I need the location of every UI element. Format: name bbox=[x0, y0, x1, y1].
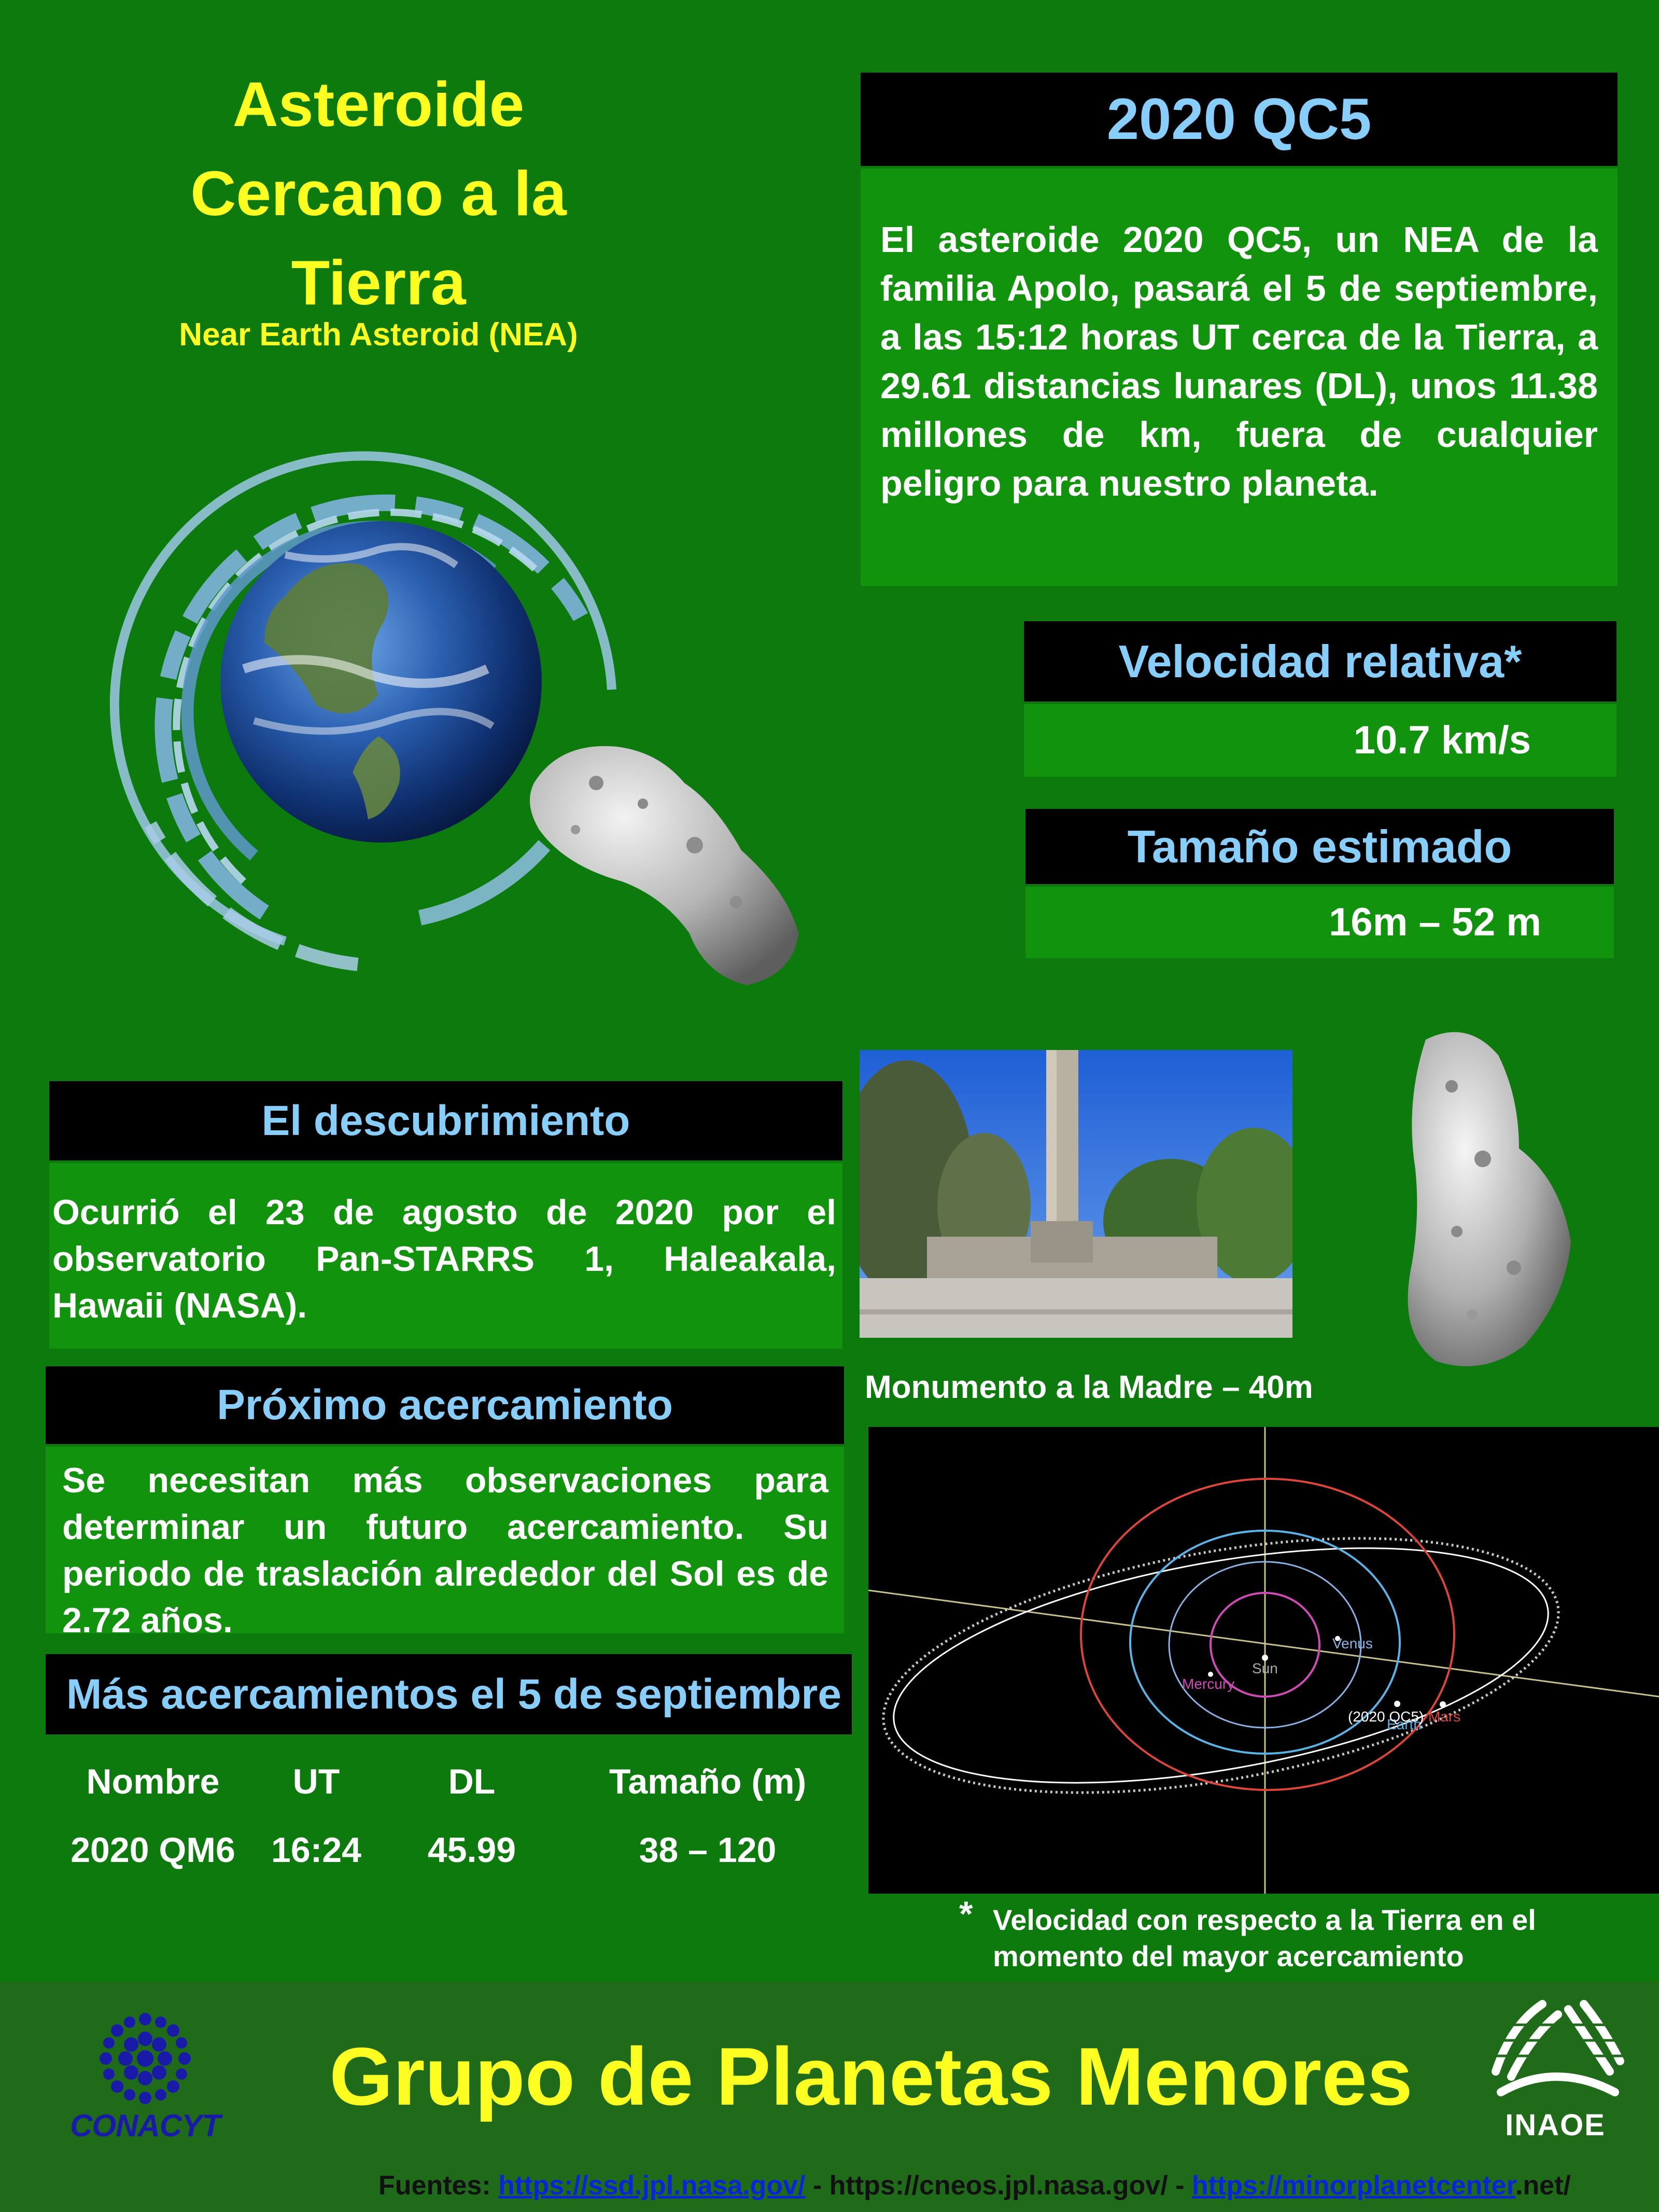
poster-subtitle: Near Earth Asteroid (NEA) bbox=[179, 317, 578, 353]
title-line-1: Asteroide bbox=[232, 69, 525, 139]
cell-ut: 16:24 bbox=[271, 1830, 361, 1870]
column-header-dl: DL bbox=[448, 1762, 496, 1801]
monument-caption: Monumento a la Madre – 40m bbox=[865, 1369, 1313, 1405]
mercury-marker bbox=[1208, 1672, 1213, 1677]
inaoe-logo-icon bbox=[1491, 2000, 1625, 2096]
mercury-label: Mercury bbox=[1182, 1676, 1234, 1692]
source-link-mpc-suffix: .net/ bbox=[1515, 2171, 1571, 2201]
orbit-diagram: Sun Mercury Venus Earth Mars (2020 QC5) bbox=[868, 1427, 1659, 1894]
column-header-nombre: Nombre bbox=[86, 1762, 220, 1801]
source-link-mpc[interactable]: https://minorplanetcenter bbox=[1191, 2171, 1515, 2201]
poster-title: Asteroide Cercano a la Tierra bbox=[104, 60, 653, 327]
conacyt-logo-icon bbox=[100, 2013, 191, 2104]
cell-nombre: 2020 QM6 bbox=[71, 1830, 235, 1870]
venus-label: Venus bbox=[1332, 1635, 1373, 1651]
conacyt-label: CONACYT bbox=[70, 2108, 221, 2143]
approaches-table: Nombre UT DL Tamaño (m) 2020 QM6 16:24 4… bbox=[52, 1747, 850, 1884]
next-approach-header: Próximo acercamiento bbox=[46, 1366, 844, 1444]
more-approaches-header: Más acercamientos el 5 de septiembre bbox=[46, 1654, 852, 1734]
footnote-text: Velocidad con respecto a la Tierra en el… bbox=[993, 1903, 1536, 1972]
sources-separator: - bbox=[805, 2171, 830, 2201]
column-header-tamano: Tamaño (m) bbox=[609, 1762, 807, 1801]
asteroid-image-side bbox=[1408, 1032, 1571, 1366]
source-link-cneos[interactable]: https://cneos.jpl.nasa.gov/ bbox=[829, 2171, 1168, 2201]
table-row: 2020 QM6 16:24 45.99 38 – 120 bbox=[52, 1816, 850, 1884]
source-link-ssd[interactable]: https://ssd.jpl.nasa.gov/ bbox=[498, 2171, 806, 2201]
venus-marker bbox=[1335, 1636, 1340, 1641]
earth-label: Earth bbox=[1387, 1716, 1422, 1732]
footnote-star: * bbox=[959, 1894, 973, 1934]
mars-label: Mars bbox=[1428, 1709, 1460, 1725]
sun-marker bbox=[1262, 1655, 1268, 1661]
size-header: Tamaño estimado bbox=[1025, 809, 1614, 884]
earth-marker bbox=[1394, 1701, 1400, 1707]
asteroid-label: (2020 QC5) bbox=[1348, 1709, 1424, 1725]
size-value: 16m – 52 m bbox=[1025, 887, 1614, 958]
cell-tamano: 38 – 120 bbox=[639, 1830, 777, 1870]
title-line-2: Cercano a la bbox=[190, 158, 567, 229]
next-approach-text: Se necesitan más observaciones para dete… bbox=[46, 1447, 844, 1640]
table-header-row: Nombre UT DL Tamaño (m) bbox=[52, 1747, 850, 1816]
column-header-ut: UT bbox=[292, 1762, 340, 1801]
object-name-header: 2020 QC5 bbox=[861, 73, 1618, 166]
earth-illustration bbox=[109, 451, 616, 971]
footer-title: Grupo de Planetas Menores bbox=[329, 2031, 1413, 2122]
footer-band bbox=[0, 1982, 1659, 2212]
sun-label: Sun bbox=[1252, 1660, 1278, 1676]
velocity-value: 10.7 km/s bbox=[1024, 704, 1616, 777]
mars-marker bbox=[1440, 1701, 1446, 1707]
cell-dl: 45.99 bbox=[427, 1830, 516, 1870]
title-line-3: Tierra bbox=[291, 247, 466, 318]
sources-separator: - bbox=[1168, 2171, 1192, 2201]
sources-label: Fuentes: bbox=[378, 2171, 491, 2201]
object-description: El asteroide 2020 QC5, un NEA de la fami… bbox=[861, 169, 1618, 586]
sources-line: Fuentes: https://ssd.jpl.nasa.gov/ - htt… bbox=[378, 2170, 1659, 2201]
velocity-header: Velocidad relativa* bbox=[1024, 621, 1616, 702]
monument-photo bbox=[860, 1050, 1292, 1338]
inaoe-label: INAOE bbox=[1505, 2108, 1606, 2142]
discovery-text: Ocurrió el 23 de agosto de 2020 por el o… bbox=[49, 1163, 842, 1349]
discovery-header: El descubrimiento bbox=[49, 1081, 842, 1160]
asteroid-image-top bbox=[530, 746, 798, 985]
